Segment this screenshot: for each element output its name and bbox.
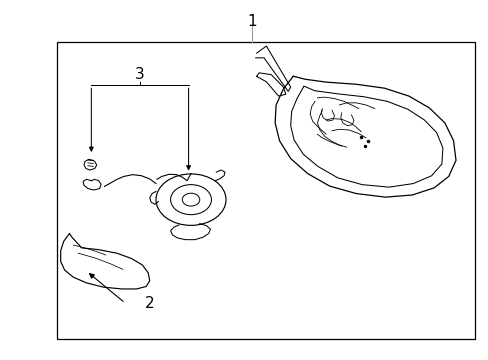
Text: 2: 2 bbox=[144, 296, 154, 311]
Text: 1: 1 bbox=[246, 14, 256, 28]
Bar bbox=[57, 42, 474, 339]
Text: 3: 3 bbox=[135, 67, 144, 82]
